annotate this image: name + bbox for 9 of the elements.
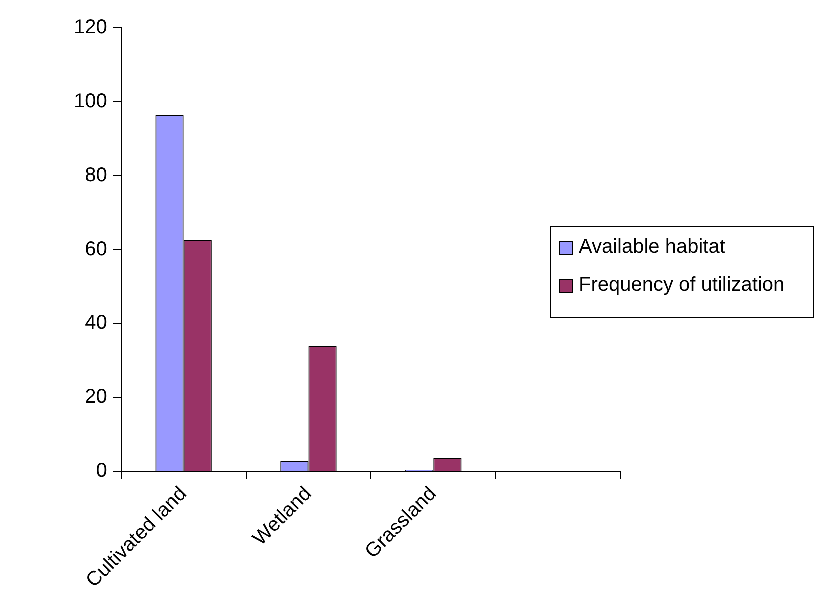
legend-label: Available habitat [579,235,726,259]
y-tick-label: 60 [85,238,108,260]
y-tick-label: 40 [85,312,108,334]
y-tick-label: 0 [96,460,108,482]
legend-label: Frequency of utilization [579,273,785,297]
y-tick-label: 80 [85,164,108,186]
y-tick-label: 20 [85,386,108,408]
y-tick-label: 100 [74,90,108,112]
y-tick-label: 120 [74,16,108,39]
